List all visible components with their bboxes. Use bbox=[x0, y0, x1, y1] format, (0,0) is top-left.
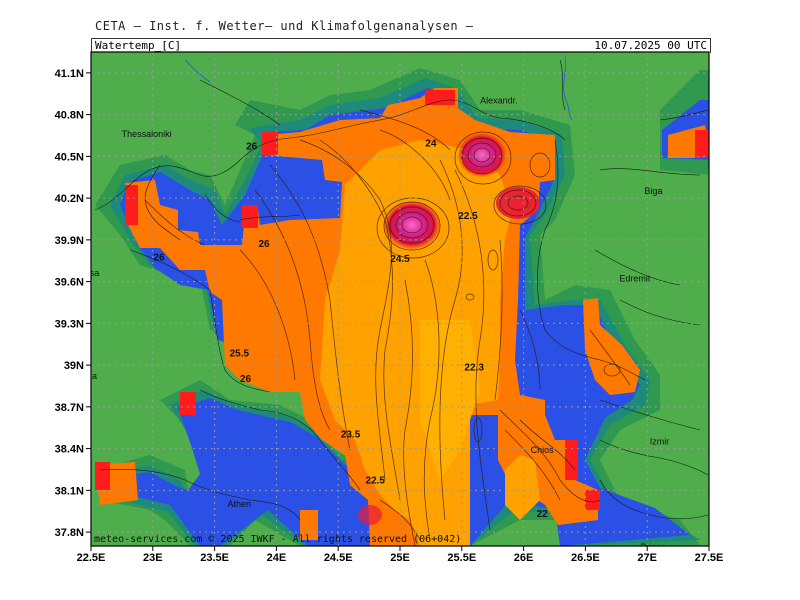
x-tick-label: 27.5E bbox=[695, 552, 724, 564]
place-label: Thessaloniki bbox=[122, 129, 172, 139]
contour-label: 24.5 bbox=[390, 254, 410, 265]
x-tick-label: 22.5E bbox=[77, 552, 106, 564]
river-border-line bbox=[563, 54, 573, 121]
contour-label: 22 bbox=[537, 509, 549, 520]
y-tick-label: 38.7N bbox=[55, 402, 84, 414]
place-label: Priene bbox=[640, 542, 666, 552]
y-tick-label: 38.4N bbox=[55, 444, 84, 456]
chart-subtitle-bar: Watertemp_[C] 10.07.2025 00 UTC bbox=[91, 38, 711, 53]
y-tick-label: 39N bbox=[64, 360, 84, 372]
contour-label: 22.5 bbox=[366, 475, 386, 486]
x-axis-ticks: 22.5E 23E 23.5E 24E 24.5E 25E 25.5E 26E 26.5E 27E… bbox=[77, 546, 724, 564]
x-tick-label: 24.5E bbox=[324, 552, 353, 564]
place-label: Alexandr. bbox=[480, 95, 518, 105]
variable-label: Watertemp_[C] bbox=[95, 39, 182, 52]
place-label: Izmir bbox=[650, 436, 670, 446]
x-tick-label: 23.5E bbox=[200, 552, 229, 564]
coastlines-and-borders bbox=[94, 59, 709, 521]
y-tick-label: 40.2N bbox=[55, 193, 84, 205]
place-label: Lamia bbox=[73, 371, 98, 381]
y-tick-label: 38.1N bbox=[55, 485, 84, 497]
contour-label: 22.3 bbox=[464, 363, 484, 374]
y-tick-label: 39.6N bbox=[55, 277, 84, 289]
contour-label: 26 bbox=[153, 253, 165, 264]
y-axis-ticks: 37.8N 38.1N 38.4N 38.7N 39N 39.3N 39.6N 39.9N 40… bbox=[55, 68, 91, 539]
y-tick-label: 37.8N bbox=[55, 527, 84, 539]
x-tick-label: 25E bbox=[390, 552, 410, 564]
y-tick-label: 39.3N bbox=[55, 318, 84, 330]
chart-provider-title: CETA – Inst. f. Wetter– und Klimafolgena… bbox=[95, 19, 474, 33]
sea-temperature-field bbox=[95, 88, 709, 546]
place-label: Chios bbox=[531, 445, 555, 455]
isotherm-contours bbox=[144, 109, 631, 546]
river-line bbox=[184, 59, 211, 83]
contour-label: 22.5 bbox=[458, 211, 478, 222]
contour-label: 25.5 bbox=[230, 349, 250, 360]
lat-lon-grid bbox=[91, 52, 709, 546]
x-tick-label: 25.5E bbox=[447, 552, 476, 564]
x-tick-label: 24E bbox=[267, 552, 287, 564]
contour-label: 26 bbox=[258, 239, 270, 250]
x-tick-label: 27E bbox=[637, 552, 657, 564]
x-tick-label: 26.5E bbox=[571, 552, 600, 564]
x-tick-label: 23E bbox=[143, 552, 163, 564]
place-label: Larissa bbox=[70, 268, 99, 278]
copyright-footer: meteo-services.com © 2025 IWKF - All rig… bbox=[94, 534, 462, 545]
place-labels: Thessaloniki Alexandr. Biga Edremit Larissa L… bbox=[70, 95, 670, 552]
y-tick-label: 40.5N bbox=[55, 151, 84, 163]
place-label: Athen bbox=[228, 499, 252, 509]
contour-label: 24 bbox=[425, 139, 437, 150]
contour-label: 26 bbox=[246, 141, 258, 152]
place-label: Biga bbox=[644, 186, 662, 196]
place-label: Edremit bbox=[619, 274, 651, 284]
y-tick-label: 40.8N bbox=[55, 110, 84, 122]
y-tick-label: 39.9N bbox=[55, 235, 84, 247]
y-tick-label: 41.1N bbox=[55, 68, 84, 80]
contour-label: 23.5 bbox=[341, 429, 361, 440]
forecast-datetime: 10.07.2025 00 UTC bbox=[594, 39, 707, 52]
contour-labels: 26 24 22.5 26 26 24.5 25.5 26 22.3 23.5 22.5 22 bbox=[153, 139, 548, 520]
contour-label: 26 bbox=[240, 374, 252, 385]
x-tick-label: 26E bbox=[514, 552, 534, 564]
